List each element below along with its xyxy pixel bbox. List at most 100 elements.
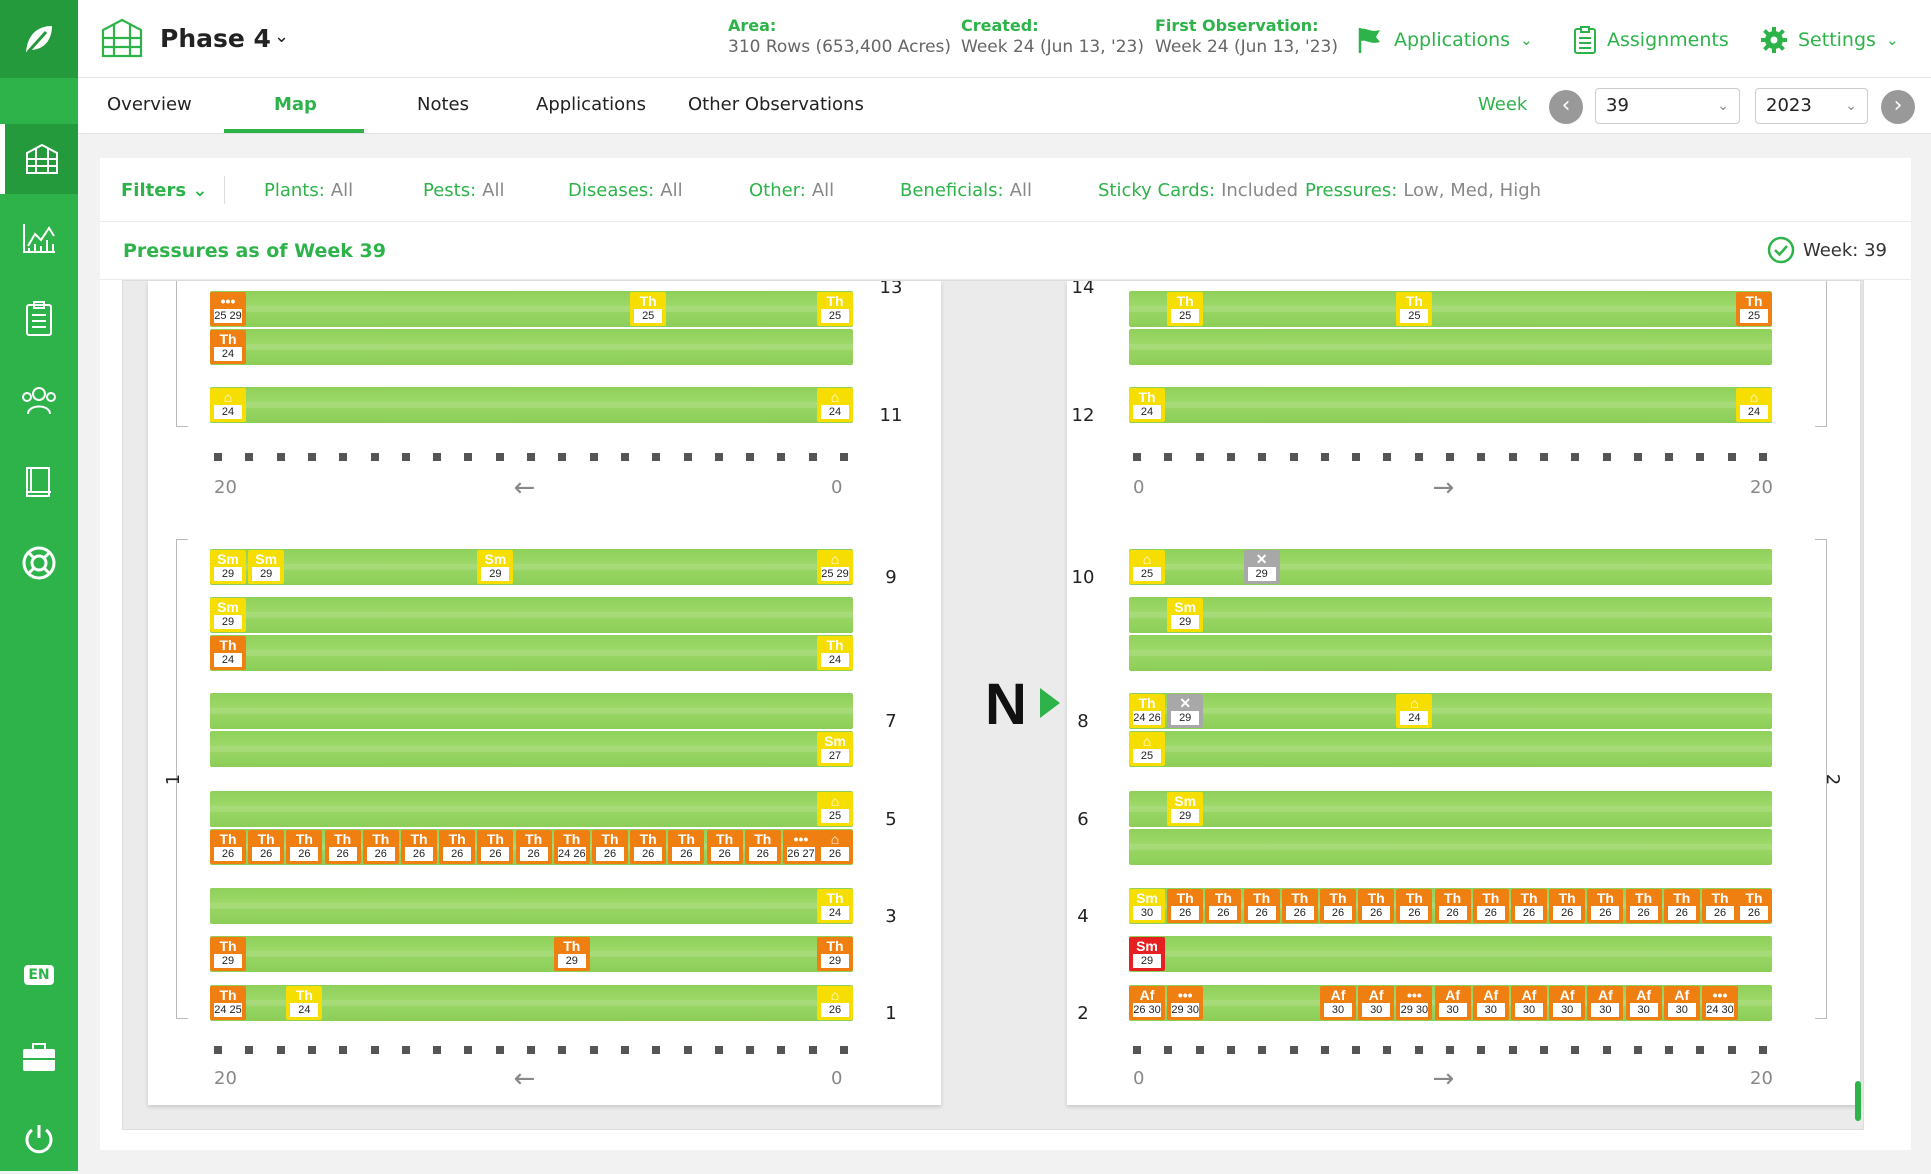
year-select[interactable]: 2023 ⌄ (1755, 88, 1868, 124)
pressure-marker[interactable]: Th 24 26 (553, 830, 590, 864)
bed-row[interactable] (210, 791, 853, 827)
pressure-marker[interactable]: Th 26 (592, 830, 628, 864)
logout-button[interactable] (0, 1104, 78, 1174)
applications-menu[interactable]: Applications ⌄ (1356, 26, 1533, 54)
bed-row[interactable] (1129, 291, 1772, 327)
previous-week-button[interactable]: ‹ (1549, 90, 1583, 124)
sidebar-item-briefcase[interactable] (0, 1022, 78, 1092)
pressure-marker[interactable]: ⌂ 26 (817, 986, 853, 1020)
pressure-marker[interactable]: Th 24 26 (1129, 694, 1165, 728)
pressure-marker[interactable]: Af 30 (1549, 986, 1586, 1020)
pressure-marker[interactable]: Th 26 (1434, 889, 1471, 923)
pressure-marker[interactable]: ⌂ 25 29 (817, 550, 853, 584)
bed-row[interactable] (1129, 329, 1772, 365)
bed-row[interactable] (210, 693, 853, 729)
tab-overview[interactable]: Overview (107, 94, 192, 115)
app-logo-icon[interactable] (0, 0, 78, 78)
pressure-marker[interactable]: ⌂ 25 (1129, 550, 1165, 584)
pressure-marker[interactable]: Th 24 (286, 986, 323, 1020)
filter-beneficials[interactable]: Beneficials: All (900, 180, 1032, 201)
pressure-marker[interactable]: ✕ 29 (1167, 694, 1204, 728)
bed-row[interactable] (1129, 693, 1772, 729)
filter-pressures[interactable]: Pressures: Low, Med, High (1305, 180, 1541, 201)
pressure-marker[interactable]: Th 26 (210, 830, 246, 864)
pressure-marker[interactable]: Th 26 (1625, 889, 1662, 923)
tab-applications[interactable]: Applications (536, 94, 646, 115)
pressure-marker[interactable]: ⌂ 26 (817, 830, 853, 864)
sidebar-item-analytics[interactable] (0, 203, 78, 273)
pressure-marker[interactable]: Th 26 (515, 830, 552, 864)
bed-row[interactable] (1129, 731, 1772, 767)
pressure-marker[interactable]: ⌂ 24 (1736, 388, 1772, 422)
pressure-marker[interactable]: Th 26 (1472, 889, 1509, 923)
pressure-marker[interactable]: ••• 26 27 (783, 830, 819, 864)
bed-row[interactable] (210, 549, 853, 585)
pressure-marker[interactable]: Th 26 (286, 830, 323, 864)
pressure-marker[interactable]: Sm 30 (1129, 889, 1165, 923)
pressure-marker[interactable]: Th 26 (1511, 889, 1547, 923)
pressure-marker[interactable]: Th 24 (817, 636, 853, 670)
bed-row[interactable] (1129, 635, 1772, 671)
pressure-marker[interactable]: Th 26 (1587, 889, 1624, 923)
pressure-marker[interactable]: Th 26 (477, 830, 514, 864)
bed-row[interactable] (210, 635, 853, 671)
bed-row[interactable] (210, 731, 853, 767)
bed-row[interactable] (210, 329, 853, 365)
filter-sticky-cards[interactable]: Sticky Cards: Included (1098, 180, 1298, 201)
pressure-marker[interactable]: Af 30 (1625, 986, 1662, 1020)
sidebar-item-greenhouse[interactable] (0, 124, 78, 194)
pressure-marker[interactable]: Th 26 (630, 830, 667, 864)
pressure-marker[interactable]: ••• 24 30 (1702, 986, 1738, 1020)
settings-menu[interactable]: Settings ⌄ (1760, 26, 1899, 54)
pressure-marker[interactable]: ⌂ 25 (817, 792, 853, 826)
bed-row[interactable] (1129, 549, 1772, 585)
pressure-marker[interactable]: Af 26 30 (1129, 986, 1165, 1020)
pressure-marker[interactable]: Th 26 (668, 830, 705, 864)
pressure-marker[interactable]: Th 26 (401, 830, 437, 864)
pressure-marker[interactable]: Th 26 (1736, 889, 1772, 923)
pressure-marker[interactable]: Th 24 (817, 889, 853, 923)
pressure-marker[interactable]: ••• 29 30 (1167, 986, 1204, 1020)
pressure-marker[interactable]: ⌂ 24 (1396, 694, 1433, 728)
filter-diseases[interactable]: Diseases: All (568, 180, 683, 201)
pressure-marker[interactable]: Th 25 (817, 292, 853, 326)
pressure-marker[interactable]: Th 26 (248, 830, 285, 864)
filters-toggle[interactable]: Filters ⌄ (121, 180, 208, 201)
pressure-marker[interactable]: Th 29 (817, 937, 853, 971)
pressure-marker[interactable]: Th 25 (1396, 292, 1433, 326)
pressure-marker[interactable]: Th 29 (553, 937, 590, 971)
pressure-marker[interactable]: Af 30 (1472, 986, 1509, 1020)
pressure-marker[interactable]: Th 29 (210, 937, 246, 971)
pressure-marker[interactable]: Th 26 (1281, 889, 1318, 923)
pressure-marker[interactable]: ✕ 29 (1243, 550, 1280, 584)
pressure-marker[interactable]: Th 26 (1663, 889, 1700, 923)
pressure-marker[interactable]: ⌂ 25 (1129, 732, 1165, 766)
pressure-marker[interactable]: Th 26 (706, 830, 743, 864)
pressure-marker[interactable]: ⌂ 24 (210, 388, 246, 422)
bed-row[interactable] (1129, 829, 1772, 865)
next-week-button[interactable]: › (1881, 90, 1915, 124)
bed-row[interactable] (1129, 791, 1772, 827)
pressure-marker[interactable]: Th 26 (1243, 889, 1280, 923)
tab-map[interactable]: Map (274, 94, 317, 115)
pressure-marker[interactable]: Th 26 (1358, 889, 1395, 923)
phase-title[interactable]: Phase 4 (160, 24, 271, 53)
bed-row[interactable] (210, 387, 853, 423)
bed-row[interactable] (1129, 597, 1772, 633)
pressure-marker[interactable]: ⌂ 24 (817, 388, 853, 422)
filter-plants[interactable]: Plants: All (264, 180, 353, 201)
sidebar-item-book[interactable] (0, 447, 78, 517)
pressure-marker[interactable]: Th 26 (1320, 889, 1356, 923)
chevron-down-icon[interactable]: ⌄ (274, 26, 290, 47)
pressure-marker[interactable]: Th 24 (210, 636, 246, 670)
bed-row[interactable] (210, 597, 853, 633)
pressure-marker[interactable]: Th 25 (1736, 292, 1772, 326)
pressure-marker[interactable]: Th 26 (1205, 889, 1242, 923)
pressure-marker[interactable]: Af 30 (1511, 986, 1547, 1020)
pressure-marker[interactable]: Af 30 (1434, 986, 1471, 1020)
